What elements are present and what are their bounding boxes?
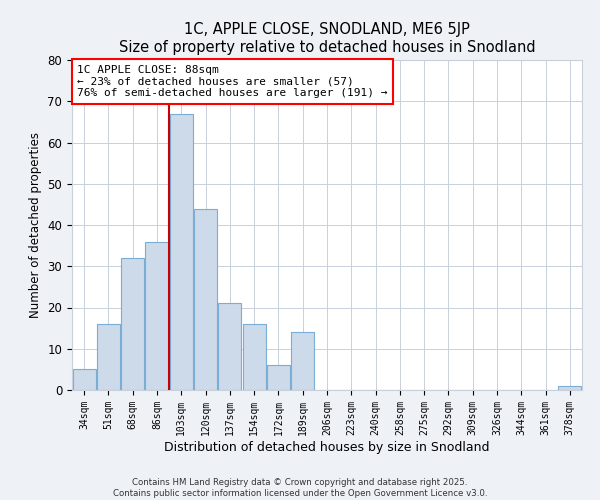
X-axis label: Distribution of detached houses by size in Snodland: Distribution of detached houses by size …	[164, 440, 490, 454]
Bar	[97, 324, 120, 390]
Bar	[291, 332, 314, 390]
Bar	[194, 208, 217, 390]
Bar	[559, 386, 581, 390]
Text: Contains HM Land Registry data © Crown copyright and database right 2025.
Contai: Contains HM Land Registry data © Crown c…	[113, 478, 487, 498]
Bar	[145, 242, 169, 390]
Title: 1C, APPLE CLOSE, SNODLAND, ME6 5JP
Size of property relative to detached houses : 1C, APPLE CLOSE, SNODLAND, ME6 5JP Size …	[119, 22, 535, 54]
Bar	[242, 324, 266, 390]
Y-axis label: Number of detached properties: Number of detached properties	[29, 132, 42, 318]
Bar	[218, 304, 241, 390]
Bar	[267, 365, 290, 390]
Text: 1C APPLE CLOSE: 88sqm
← 23% of detached houses are smaller (57)
76% of semi-deta: 1C APPLE CLOSE: 88sqm ← 23% of detached …	[77, 65, 388, 98]
Bar	[170, 114, 193, 390]
Bar	[121, 258, 144, 390]
Bar	[73, 370, 95, 390]
